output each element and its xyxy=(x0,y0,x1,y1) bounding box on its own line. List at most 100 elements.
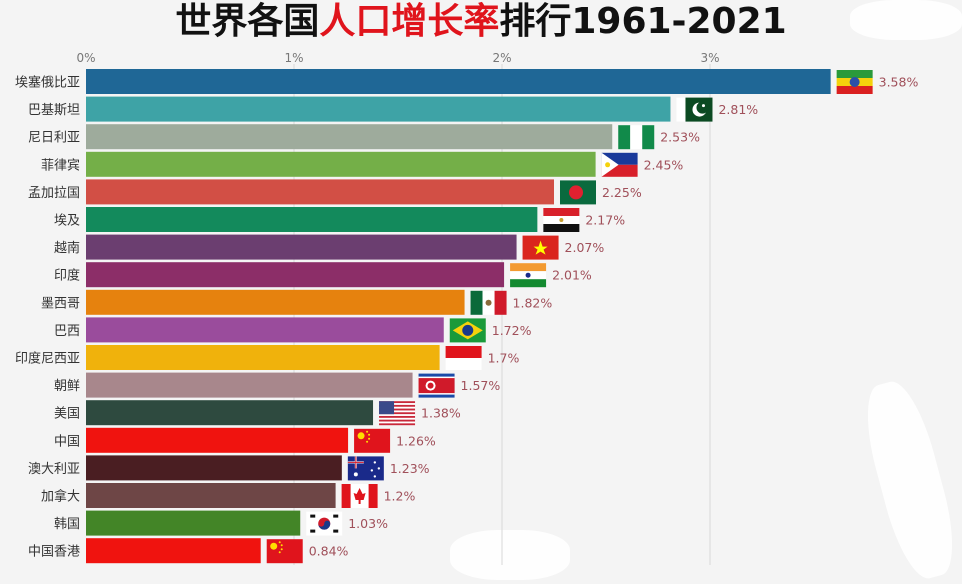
flag-part xyxy=(310,529,316,533)
australia-flag-icon xyxy=(347,456,384,481)
bar xyxy=(86,317,444,343)
flag-part xyxy=(427,382,434,389)
flag-part xyxy=(445,346,482,358)
flag-part xyxy=(445,358,482,370)
category-label: 巴基斯坦 xyxy=(28,103,80,118)
bar-row: 澳大利亚 1.23% xyxy=(28,455,430,481)
category-label: 印度尼西亚 xyxy=(15,351,80,367)
value-label: 1.23% xyxy=(390,461,430,476)
flag-part xyxy=(278,551,281,554)
flag-part xyxy=(525,272,531,278)
flag-part xyxy=(368,484,378,508)
flag-part xyxy=(696,101,709,114)
flag-part xyxy=(836,86,873,94)
flag-part xyxy=(379,401,395,415)
bar-row: 美国 1.38% xyxy=(54,400,461,426)
bar-row: 巴西 1.72% xyxy=(54,317,532,343)
bar xyxy=(86,289,465,315)
china-flag-icon xyxy=(266,539,303,564)
bar-row: 菲律宾 2.45% xyxy=(41,151,684,177)
bar-row: 印度尼西亚 1.7% xyxy=(15,345,519,370)
flag-part xyxy=(270,542,278,550)
flag-part xyxy=(379,401,416,404)
category-label: 朝鲜 xyxy=(54,379,80,394)
flag-part xyxy=(494,290,507,315)
bar-row: 加拿大 1.2% xyxy=(41,483,415,508)
category-label: 澳大利亚 xyxy=(28,461,80,477)
category-label: 中国 xyxy=(54,434,80,449)
bar xyxy=(86,234,517,260)
flag-part xyxy=(379,423,416,426)
flag-part xyxy=(642,125,655,150)
flag-part xyxy=(630,125,643,150)
flag-part xyxy=(701,104,705,108)
flag-part xyxy=(485,299,492,306)
bar-row: 朝鲜 1.57% xyxy=(54,372,500,398)
category-label: 埃及 xyxy=(54,214,80,229)
flag-part xyxy=(377,467,381,470)
value-label: 2.07% xyxy=(565,240,605,255)
value-label: 2.25% xyxy=(602,185,642,200)
bar-row: 孟加拉国 2.25% xyxy=(28,179,642,205)
value-label: 2.53% xyxy=(660,130,700,145)
flag-part xyxy=(366,430,369,433)
flag-part xyxy=(357,432,365,440)
value-label: 2.01% xyxy=(552,268,592,283)
flag-part xyxy=(462,324,474,336)
bar-row: 埃及 2.17% xyxy=(54,207,625,232)
ethiopia-flag-icon xyxy=(836,70,873,94)
flag-part xyxy=(559,218,564,222)
value-label: 1.72% xyxy=(492,323,532,338)
bar xyxy=(86,69,831,94)
bar xyxy=(86,345,440,370)
value-label: 1.7% xyxy=(488,351,520,366)
brush-stroke xyxy=(850,0,962,40)
bar xyxy=(86,510,301,536)
usa-flag-icon xyxy=(379,401,416,426)
bar xyxy=(86,262,505,288)
brush-stroke xyxy=(450,530,570,580)
category-label: 巴西 xyxy=(54,324,80,339)
category-label: 菲律宾 xyxy=(41,157,80,173)
flag-part xyxy=(370,469,374,472)
x-tick-label: 2% xyxy=(492,51,511,65)
indonesia-flag-icon xyxy=(445,346,482,370)
title-highlight: 人口增长率 xyxy=(319,1,500,42)
value-label: 1.38% xyxy=(421,406,461,421)
flag-part xyxy=(510,263,547,272)
category-label: 中国香港 xyxy=(28,545,80,560)
flag-part xyxy=(618,125,631,150)
flag-part xyxy=(310,514,316,518)
flag-part xyxy=(849,77,860,87)
value-label: 1.26% xyxy=(396,433,436,448)
category-label: 加拿大 xyxy=(41,489,80,505)
bar xyxy=(86,207,538,232)
flag-part xyxy=(280,548,283,551)
bar-row: 越南 2.07% xyxy=(54,234,605,260)
flag-part xyxy=(266,539,303,564)
category-label: 孟加拉国 xyxy=(28,186,80,201)
category-label: 美国 xyxy=(54,407,80,422)
flag-part xyxy=(368,437,371,440)
title-part: 世界各国 xyxy=(175,1,320,42)
flag-part xyxy=(418,378,455,394)
north-korea-flag-icon xyxy=(418,373,455,398)
flag-part xyxy=(470,290,483,315)
nigeria-flag-icon xyxy=(618,125,655,150)
flag-part xyxy=(676,97,686,122)
flag-part xyxy=(354,428,391,453)
china-flag-icon xyxy=(354,428,391,453)
bar xyxy=(86,400,374,426)
value-label: 2.81% xyxy=(718,102,758,117)
category-label: 尼日利亚 xyxy=(28,131,80,146)
bar xyxy=(86,151,596,177)
flag-part xyxy=(569,185,583,200)
bar xyxy=(86,124,613,150)
bar xyxy=(86,483,336,508)
philippines-flag-icon xyxy=(601,152,638,177)
value-label: 2.45% xyxy=(644,157,684,172)
bar-row: 印度 2.01% xyxy=(54,262,592,288)
bar xyxy=(86,96,671,122)
flag-part xyxy=(368,433,371,436)
flag-part xyxy=(366,440,369,443)
